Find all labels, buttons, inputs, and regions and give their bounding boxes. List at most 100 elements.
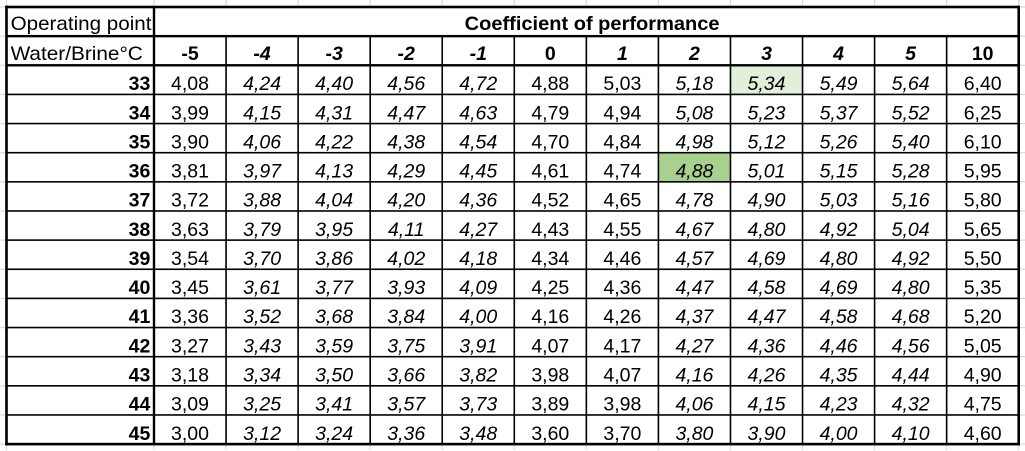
svg-text:4,32: 4,32 bbox=[892, 394, 930, 416]
svg-text:2: 2 bbox=[688, 43, 700, 65]
svg-text:41: 41 bbox=[129, 306, 151, 328]
svg-text:4,47: 4,47 bbox=[675, 277, 714, 299]
svg-text:4,34: 4,34 bbox=[531, 248, 569, 270]
svg-text:3,90: 3,90 bbox=[748, 423, 786, 445]
svg-text:3,90: 3,90 bbox=[171, 131, 209, 153]
svg-text:6,10: 6,10 bbox=[964, 131, 1002, 153]
svg-text:3,24: 3,24 bbox=[315, 423, 353, 445]
svg-text:40: 40 bbox=[129, 277, 151, 299]
svg-text:-4: -4 bbox=[253, 43, 270, 65]
svg-text:4,45: 4,45 bbox=[459, 161, 497, 183]
svg-text:4,72: 4,72 bbox=[459, 73, 497, 95]
svg-text:5,15: 5,15 bbox=[820, 161, 858, 183]
svg-text:4,61: 4,61 bbox=[531, 161, 569, 183]
svg-text:4,44: 4,44 bbox=[892, 365, 930, 387]
svg-text:5,34: 5,34 bbox=[748, 73, 786, 95]
svg-text:-2: -2 bbox=[398, 43, 415, 65]
svg-text:43: 43 bbox=[129, 365, 151, 387]
svg-text:3,72: 3,72 bbox=[171, 190, 209, 212]
svg-text:4,06: 4,06 bbox=[675, 394, 713, 416]
svg-text:4,09: 4,09 bbox=[459, 277, 497, 299]
svg-text:6,40: 6,40 bbox=[964, 73, 1002, 95]
svg-text:3: 3 bbox=[761, 43, 772, 65]
svg-text:4,02: 4,02 bbox=[387, 248, 425, 270]
svg-text:-5: -5 bbox=[181, 43, 198, 65]
svg-text:4,26: 4,26 bbox=[603, 306, 641, 328]
svg-text:4,67: 4,67 bbox=[675, 219, 714, 241]
svg-text:42: 42 bbox=[129, 335, 151, 357]
svg-text:33: 33 bbox=[129, 73, 151, 95]
svg-text:3,66: 3,66 bbox=[387, 365, 425, 387]
svg-text:4,38: 4,38 bbox=[387, 131, 425, 153]
svg-text:38: 38 bbox=[129, 219, 151, 241]
svg-text:5,03: 5,03 bbox=[603, 73, 641, 95]
svg-text:5,12: 5,12 bbox=[748, 131, 786, 153]
svg-text:5,28: 5,28 bbox=[892, 161, 930, 183]
svg-text:3,63: 3,63 bbox=[171, 219, 209, 241]
svg-text:-1: -1 bbox=[470, 43, 487, 65]
svg-text:4,18: 4,18 bbox=[459, 248, 497, 270]
svg-text:4,46: 4,46 bbox=[820, 335, 858, 357]
svg-text:1: 1 bbox=[617, 43, 628, 65]
svg-text:4,24: 4,24 bbox=[243, 73, 281, 95]
svg-text:4,94: 4,94 bbox=[603, 102, 641, 124]
svg-text:3,80: 3,80 bbox=[675, 423, 713, 445]
svg-text:4,31: 4,31 bbox=[315, 102, 353, 124]
svg-text:4,90: 4,90 bbox=[964, 365, 1002, 387]
svg-text:3,98: 3,98 bbox=[531, 365, 569, 387]
svg-text:3,81: 3,81 bbox=[171, 161, 209, 183]
svg-text:3,77: 3,77 bbox=[315, 277, 354, 299]
svg-text:4,80: 4,80 bbox=[892, 277, 930, 299]
svg-text:-3: -3 bbox=[325, 43, 342, 65]
svg-text:3,89: 3,89 bbox=[531, 394, 569, 416]
svg-text:5,20: 5,20 bbox=[964, 306, 1002, 328]
svg-text:3,00: 3,00 bbox=[171, 423, 209, 445]
svg-text:3,97: 3,97 bbox=[243, 161, 282, 183]
svg-text:4,80: 4,80 bbox=[820, 248, 858, 270]
svg-text:4,58: 4,58 bbox=[820, 306, 858, 328]
svg-text:36: 36 bbox=[129, 161, 151, 183]
svg-text:37: 37 bbox=[129, 190, 151, 212]
svg-text:5,50: 5,50 bbox=[964, 248, 1002, 270]
svg-text:3,18: 3,18 bbox=[171, 365, 209, 387]
svg-text:4,29: 4,29 bbox=[387, 161, 425, 183]
svg-text:3,79: 3,79 bbox=[243, 219, 281, 241]
svg-text:4,75: 4,75 bbox=[964, 394, 1002, 416]
svg-text:Water/Brine°C: Water/Brine°C bbox=[11, 43, 143, 65]
svg-text:5,95: 5,95 bbox=[964, 161, 1002, 183]
svg-text:4,23: 4,23 bbox=[820, 394, 858, 416]
svg-text:4,27: 4,27 bbox=[675, 335, 714, 357]
svg-text:4,74: 4,74 bbox=[603, 161, 641, 183]
svg-text:3,86: 3,86 bbox=[315, 248, 353, 270]
svg-text:Coefficient of performance: Coefficient of performance bbox=[465, 13, 720, 35]
svg-text:4,27: 4,27 bbox=[459, 219, 498, 241]
svg-text:3,75: 3,75 bbox=[387, 335, 425, 357]
svg-text:3,12: 3,12 bbox=[243, 423, 281, 445]
svg-text:3,09: 3,09 bbox=[171, 394, 209, 416]
svg-text:4,08: 4,08 bbox=[171, 73, 209, 95]
svg-text:4,69: 4,69 bbox=[820, 277, 858, 299]
svg-text:4,70: 4,70 bbox=[531, 131, 569, 153]
svg-text:3,41: 3,41 bbox=[315, 394, 353, 416]
svg-text:4,15: 4,15 bbox=[748, 394, 786, 416]
svg-text:4,68: 4,68 bbox=[892, 306, 930, 328]
svg-text:5,03: 5,03 bbox=[820, 190, 858, 212]
svg-text:3,60: 3,60 bbox=[531, 423, 569, 445]
svg-text:0: 0 bbox=[545, 43, 556, 65]
svg-text:5,23: 5,23 bbox=[748, 102, 786, 124]
svg-text:3,82: 3,82 bbox=[459, 365, 497, 387]
svg-text:34: 34 bbox=[129, 102, 151, 124]
svg-text:5,49: 5,49 bbox=[820, 73, 858, 95]
svg-text:4,98: 4,98 bbox=[675, 131, 713, 153]
svg-text:4,22: 4,22 bbox=[315, 131, 353, 153]
svg-text:Operating point: Operating point bbox=[11, 13, 153, 35]
svg-text:35: 35 bbox=[129, 131, 151, 153]
svg-text:3,99: 3,99 bbox=[171, 102, 209, 124]
svg-text:4,36: 4,36 bbox=[748, 335, 786, 357]
svg-text:3,27: 3,27 bbox=[171, 335, 209, 357]
svg-text:3,57: 3,57 bbox=[387, 394, 426, 416]
svg-text:4,58: 4,58 bbox=[748, 277, 786, 299]
svg-text:5,18: 5,18 bbox=[675, 73, 713, 95]
svg-text:4,20: 4,20 bbox=[387, 190, 425, 212]
svg-text:4,10: 4,10 bbox=[892, 423, 930, 445]
